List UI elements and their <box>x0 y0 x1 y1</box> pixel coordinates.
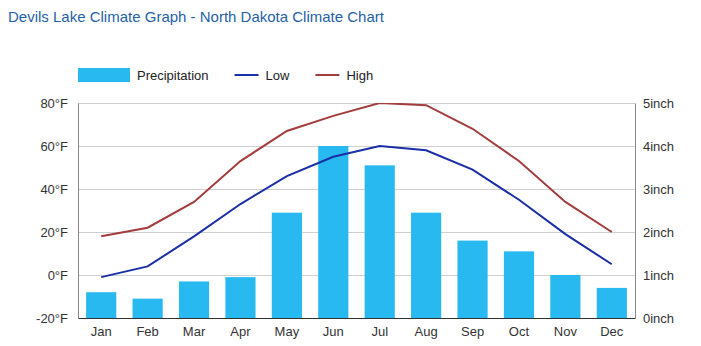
bar <box>179 281 209 318</box>
axis-line <box>635 104 636 319</box>
legend-swatch <box>78 68 130 82</box>
legend-item: High <box>315 68 373 83</box>
tick-label: 40°F <box>40 182 68 197</box>
axis-line <box>79 318 636 319</box>
bar <box>457 241 487 318</box>
y2-tick: 5inch <box>635 96 674 111</box>
x-tick: May <box>275 318 300 339</box>
legend-label: Low <box>266 68 290 83</box>
legend-label: High <box>346 68 373 83</box>
y-axis: -20°F 0°F 20°F 40°F 60°F 80°F <box>36 96 78 326</box>
x-tick: Nov <box>554 318 578 339</box>
bar-series <box>86 146 627 318</box>
legend-item: Precipitation <box>78 68 209 83</box>
x-tick: Jun <box>323 318 344 339</box>
y2-axis: 0inch 1inch 2inch 3inch 4inch 5inch <box>635 96 674 326</box>
tick-label: Jul <box>371 324 388 339</box>
legend-label: Precipitation <box>137 68 209 83</box>
tick-label: Feb <box>136 324 158 339</box>
tick-label: 20°F <box>40 225 68 240</box>
y-tick: 20°F <box>40 225 78 240</box>
bar <box>597 288 627 318</box>
x-tick: Aug <box>415 318 438 339</box>
tick-label: Apr <box>230 324 251 339</box>
tick-label: 1inch <box>643 268 674 283</box>
tick-label: 60°F <box>40 139 68 154</box>
bar <box>550 275 580 318</box>
y2-tick: 2inch <box>635 225 674 240</box>
tick-label: -20°F <box>36 311 68 326</box>
y-tick: 80°F <box>40 96 78 111</box>
y2-tick: 4inch <box>635 139 674 154</box>
tick-label: 3inch <box>643 182 674 197</box>
y2-tick: 3inch <box>635 182 674 197</box>
plot-marks <box>86 103 627 318</box>
grid <box>78 103 635 318</box>
tick-label: 0°F <box>48 268 68 283</box>
x-tick: Feb <box>136 318 158 339</box>
tick-label: Oct <box>509 324 530 339</box>
x-axis: Jan Feb Mar Apr May Jun Jul Aug Sep Oct Nov Dec <box>79 318 636 339</box>
bar <box>225 277 255 318</box>
tick-label: 5inch <box>643 96 674 111</box>
legend: Precipitation Low High <box>78 68 373 83</box>
y-tick: -20°F <box>36 311 78 326</box>
grid-line <box>78 103 635 104</box>
title: Devils Lake Climate Graph - North Dakota… <box>8 8 385 25</box>
tick-label: 2inch <box>643 225 674 240</box>
tick-label: May <box>275 324 300 339</box>
y2-tick: 1inch <box>635 268 674 283</box>
bar <box>365 165 395 318</box>
tick-label: Jan <box>91 324 112 339</box>
x-tick: Jan <box>91 318 112 339</box>
tick-label: 0inch <box>643 311 674 326</box>
y-tick: 0°F <box>48 268 78 283</box>
tick-label: 80°F <box>40 96 68 111</box>
tick-label: 4inch <box>643 139 674 154</box>
grid-line <box>78 232 635 233</box>
x-tick: Apr <box>230 318 251 339</box>
x-tick: Mar <box>183 318 206 339</box>
tick-label: Aug <box>415 324 438 339</box>
y2-tick: 0inch <box>635 311 674 326</box>
bar <box>504 251 534 318</box>
y-tick: 60°F <box>40 139 78 154</box>
chart: Devils Lake Climate Graph - North Dakota… <box>0 0 701 346</box>
tick-label: Jun <box>323 324 344 339</box>
bar <box>411 213 441 318</box>
axis-line <box>78 104 79 319</box>
x-tick: Dec <box>600 318 624 339</box>
line <box>101 103 612 236</box>
legend-swatch <box>315 74 339 76</box>
y-tick: 40°F <box>40 182 78 197</box>
bar <box>133 299 163 318</box>
x-tick: Oct <box>509 318 530 339</box>
x-tick: Jul <box>371 318 388 339</box>
legend-swatch <box>235 74 259 76</box>
bar <box>318 146 348 318</box>
x-tick: Sep <box>461 318 484 339</box>
tick-label: Mar <box>183 324 206 339</box>
tick-label: Dec <box>600 324 624 339</box>
grid-line <box>78 146 635 147</box>
legend-item: Low <box>235 68 290 83</box>
tick-label: Nov <box>554 324 578 339</box>
tick-label: Sep <box>461 324 484 339</box>
bar <box>86 292 116 318</box>
bar <box>272 213 302 318</box>
